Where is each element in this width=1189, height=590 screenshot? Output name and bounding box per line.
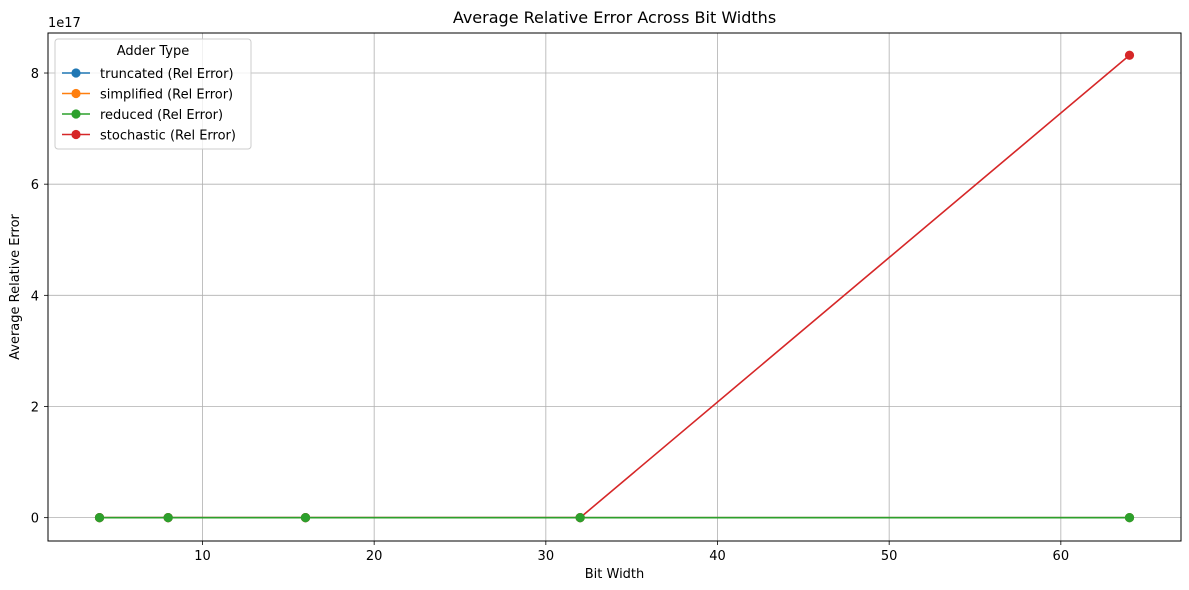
legend-label: truncated (Rel Error)	[100, 67, 234, 82]
y-tick-label: 0	[31, 512, 39, 527]
legend-swatch-marker	[71, 129, 81, 140]
x-axis-label: Bit Width	[585, 567, 645, 582]
y-axis-offset-label: 1e17	[48, 16, 81, 31]
data-point	[575, 513, 585, 523]
data-point	[1124, 513, 1135, 523]
x-tick-label: 50	[881, 549, 898, 564]
legend-items: truncated (Rel Error) simplified (Rel Err…	[62, 67, 236, 144]
y-axis-label: Average Relative Error	[8, 213, 23, 359]
legend-box	[54, 38, 252, 150]
y-tick-label: 6	[31, 178, 39, 193]
legend-item: simplified (Rel Error)	[62, 88, 233, 103]
legend-swatch-marker	[71, 109, 81, 119]
data-point	[1124, 50, 1135, 60]
x-tick-label: 30	[538, 549, 555, 564]
legend-label: reduced (Rel Error)	[100, 108, 223, 123]
legend-item: reduced (Rel Error)	[62, 108, 223, 123]
series-2	[94, 513, 1135, 523]
data-point	[300, 513, 311, 523]
axis-ticks: 10 20 30 40 50 60 0 2 4 6 8	[31, 67, 1069, 564]
chart-title: Average Relative Error Across Bit Widths	[453, 8, 776, 27]
data-point	[163, 513, 173, 523]
legend-swatch-marker	[71, 88, 81, 99]
x-tick-label: 60	[1053, 549, 1070, 564]
legend-swatch-marker	[71, 68, 81, 78]
legend-label: stochastic (Rel Error)	[100, 129, 236, 144]
x-tick-label: 40	[709, 549, 726, 564]
legend-title: Adder Type	[117, 44, 190, 59]
data-point	[94, 513, 105, 523]
legend-item: stochastic (Rel Error)	[62, 129, 236, 144]
series-lines	[94, 50, 1135, 523]
x-tick-label: 20	[366, 549, 383, 564]
plot-frame	[47, 32, 1182, 542]
x-tick-label: 10	[194, 549, 211, 564]
y-tick-label: 2	[31, 400, 39, 415]
legend-item: truncated (Rel Error)	[62, 67, 234, 82]
legend-label: simplified (Rel Error)	[100, 88, 233, 103]
y-tick-label: 4	[31, 289, 39, 304]
legend: Adder Type truncated (Rel Error) simplifi…	[54, 38, 252, 150]
y-tick-label: 8	[31, 67, 39, 82]
